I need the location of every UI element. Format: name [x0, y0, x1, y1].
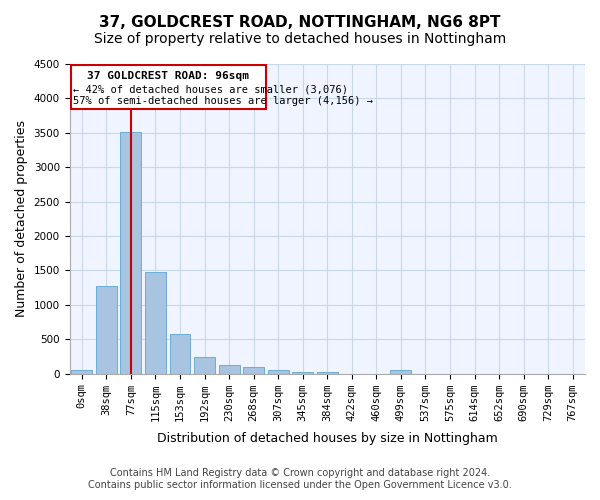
- Bar: [96, 286, 117, 374]
- Bar: [317, 372, 338, 374]
- Bar: [121, 132, 142, 374]
- Text: 37, GOLDCREST ROAD, NOTTINGHAM, NG6 8PT: 37, GOLDCREST ROAD, NOTTINGHAM, NG6 8PT: [99, 15, 501, 30]
- Bar: [218, 366, 239, 374]
- Bar: [194, 357, 215, 374]
- Text: Contains HM Land Registry data © Crown copyright and database right 2024.
Contai: Contains HM Land Registry data © Crown c…: [88, 468, 512, 490]
- Bar: [292, 372, 313, 374]
- Bar: [268, 370, 289, 374]
- Bar: [145, 272, 166, 374]
- Bar: [243, 368, 264, 374]
- Text: 37 GOLDCREST ROAD: 96sqm: 37 GOLDCREST ROAD: 96sqm: [88, 70, 250, 81]
- Y-axis label: Number of detached properties: Number of detached properties: [15, 120, 28, 318]
- Text: 57% of semi-detached houses are larger (4,156) →: 57% of semi-detached houses are larger (…: [73, 96, 373, 106]
- Bar: [71, 370, 92, 374]
- Text: Size of property relative to detached houses in Nottingham: Size of property relative to detached ho…: [94, 32, 506, 46]
- Text: ← 42% of detached houses are smaller (3,076): ← 42% of detached houses are smaller (3,…: [73, 84, 348, 94]
- Bar: [170, 334, 190, 374]
- FancyBboxPatch shape: [71, 66, 266, 108]
- X-axis label: Distribution of detached houses by size in Nottingham: Distribution of detached houses by size …: [157, 432, 497, 445]
- Bar: [391, 370, 412, 374]
